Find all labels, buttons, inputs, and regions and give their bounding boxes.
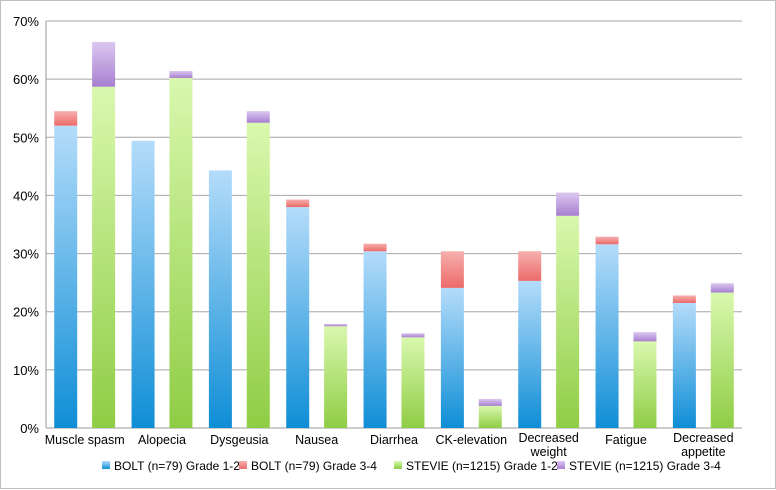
legend-label: STEVIE (n=1215) Grade 1-2 [406, 459, 558, 473]
x-tick-label: Decreased [673, 431, 733, 445]
legend-swatch [239, 461, 247, 469]
bar-segment [518, 251, 542, 281]
gridlines [45, 20, 742, 429]
bar-segment [363, 243, 387, 252]
bar-segment [556, 215, 580, 428]
bar-segment [401, 337, 425, 428]
bars [54, 41, 734, 429]
bar-segment [363, 251, 387, 428]
legend-label: STEVIE (n=1215) Grade 3-4 [569, 459, 721, 473]
bar-segment [595, 244, 619, 428]
bar-segment [401, 333, 425, 338]
axis-labels: 0% 10% 20% 30% 40% 50% 60% 70% Muscle spasm Alope… [13, 14, 734, 459]
y-tick-label: 20% [13, 305, 39, 320]
bar-segment [633, 341, 657, 428]
bar-segment [440, 287, 464, 428]
y-tick-label: 60% [13, 72, 39, 87]
bar-segment [710, 283, 734, 293]
legend-label: BOLT (n=79) Grade 1-2 [114, 459, 240, 473]
legend: BOLT (n=79) Grade 1-2 BOLT (n=79) Grade 3… [102, 459, 721, 473]
bar-segment [246, 122, 270, 428]
x-tick-label: Alopecia [138, 433, 186, 447]
bar-segment [478, 405, 502, 428]
x-tick-label: Dysgeusia [210, 433, 268, 447]
bar-segment [518, 280, 542, 428]
y-tick-label: 0% [20, 421, 39, 436]
bar-segment [92, 86, 116, 429]
bar-segment [169, 77, 193, 428]
bar-segment [54, 111, 78, 126]
bar-segment [633, 332, 657, 342]
bar-segment [324, 323, 348, 327]
x-tick-label: appetite [681, 445, 726, 459]
x-tick-label: Fatigue [605, 433, 647, 447]
legend-swatch [557, 461, 565, 469]
legend-swatch [394, 461, 402, 469]
y-tick-label: 30% [13, 247, 39, 262]
bar-segment [92, 41, 116, 87]
y-tick-label: 40% [13, 188, 39, 203]
bar-segment [286, 207, 310, 428]
bar-segment [246, 111, 270, 123]
bar-segment [595, 236, 619, 245]
bar-segment [131, 140, 155, 428]
bar-segment [440, 251, 464, 288]
bar-segment [324, 326, 348, 428]
bar-segment [208, 170, 232, 429]
legend-swatch [102, 461, 110, 469]
x-tick-label: Decreased [518, 431, 578, 445]
y-tick-label: 70% [13, 14, 39, 29]
y-tick-label: 10% [13, 363, 39, 378]
y-tick-label: 50% [13, 130, 39, 145]
x-tick-label: Muscle spasm [45, 433, 125, 447]
bar-segment [672, 295, 696, 303]
x-tick-label: Diarrhea [370, 433, 418, 447]
bar-segment [286, 199, 310, 208]
bar-segment [556, 192, 580, 216]
bar-segment [672, 302, 696, 428]
x-tick-label: CK-elevation [436, 433, 508, 447]
legend-label: BOLT (n=79) Grade 3-4 [251, 459, 377, 473]
bar-segment [169, 71, 193, 78]
bar-segment [710, 292, 734, 428]
bar-segment [54, 125, 78, 429]
x-tick-label: Nausea [295, 433, 338, 447]
x-tick-label: weight [530, 445, 568, 459]
bar-segment [478, 398, 502, 406]
